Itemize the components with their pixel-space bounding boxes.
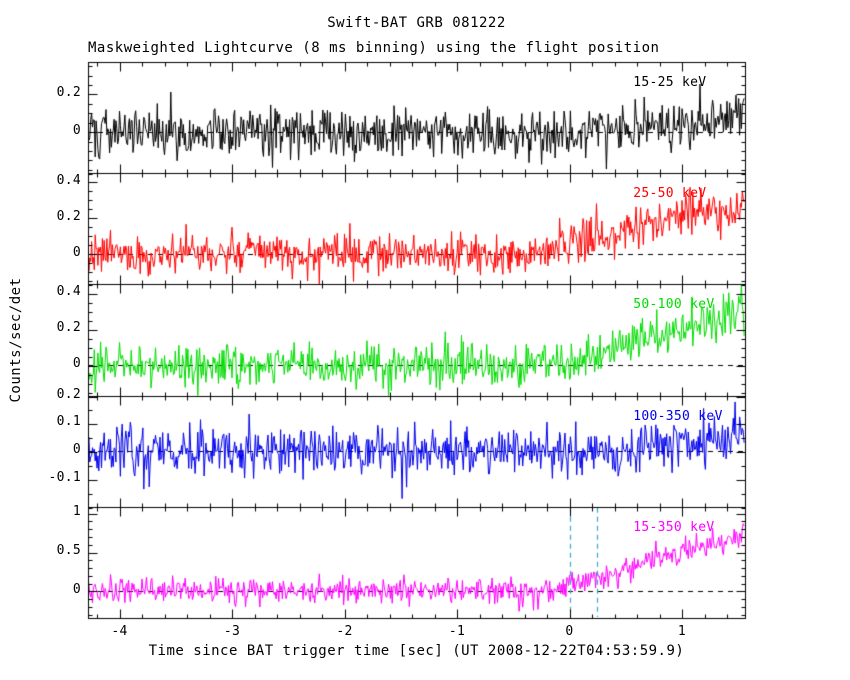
y-tick-label: 0.1: [56, 414, 81, 430]
band-label: 15-350 keV: [633, 519, 715, 535]
band-label: 50-100 keV: [633, 297, 715, 313]
y-tick-label: 0: [72, 244, 81, 260]
y-tick-label: 0: [72, 356, 81, 372]
band-label: 25-50 keV: [633, 186, 707, 202]
y-tick-label: -0.1: [48, 470, 81, 485]
y-tick-label: 0.4: [56, 284, 81, 300]
band-label: 100-350 keV: [633, 408, 723, 424]
y-tick-label: 0.2: [56, 85, 81, 101]
y-tick-label: 0: [72, 122, 81, 138]
y-tick-label: 0: [72, 442, 81, 458]
chart-title: Swift-BAT GRB 081222: [327, 15, 506, 31]
y-tick-label: 1: [72, 504, 81, 520]
y-tick-label: 0.5: [56, 542, 81, 558]
y-tick-label: 0.4: [56, 173, 81, 189]
chart-subtitle: Maskweighted Lightcurve (8 ms binning) u…: [88, 40, 660, 56]
y-tick-label: 0.2: [56, 209, 81, 225]
y-tick-label: 0.2: [56, 320, 81, 336]
y-tick-label: 0: [72, 581, 81, 597]
x-tick-label: -1: [448, 624, 466, 639]
x-tick-label: -2: [336, 624, 353, 639]
x-tick-label: -3: [223, 624, 241, 639]
y-tick-label: 0.2: [56, 386, 81, 402]
x-axis-label: Time since BAT trigger time [sec] (UT 20…: [148, 643, 685, 659]
x-tick-label: 0: [565, 624, 574, 639]
band-label: 15-25 keV: [633, 75, 707, 90]
x-tick-label: 1: [677, 624, 687, 639]
x-tick-label: -4: [111, 624, 128, 639]
